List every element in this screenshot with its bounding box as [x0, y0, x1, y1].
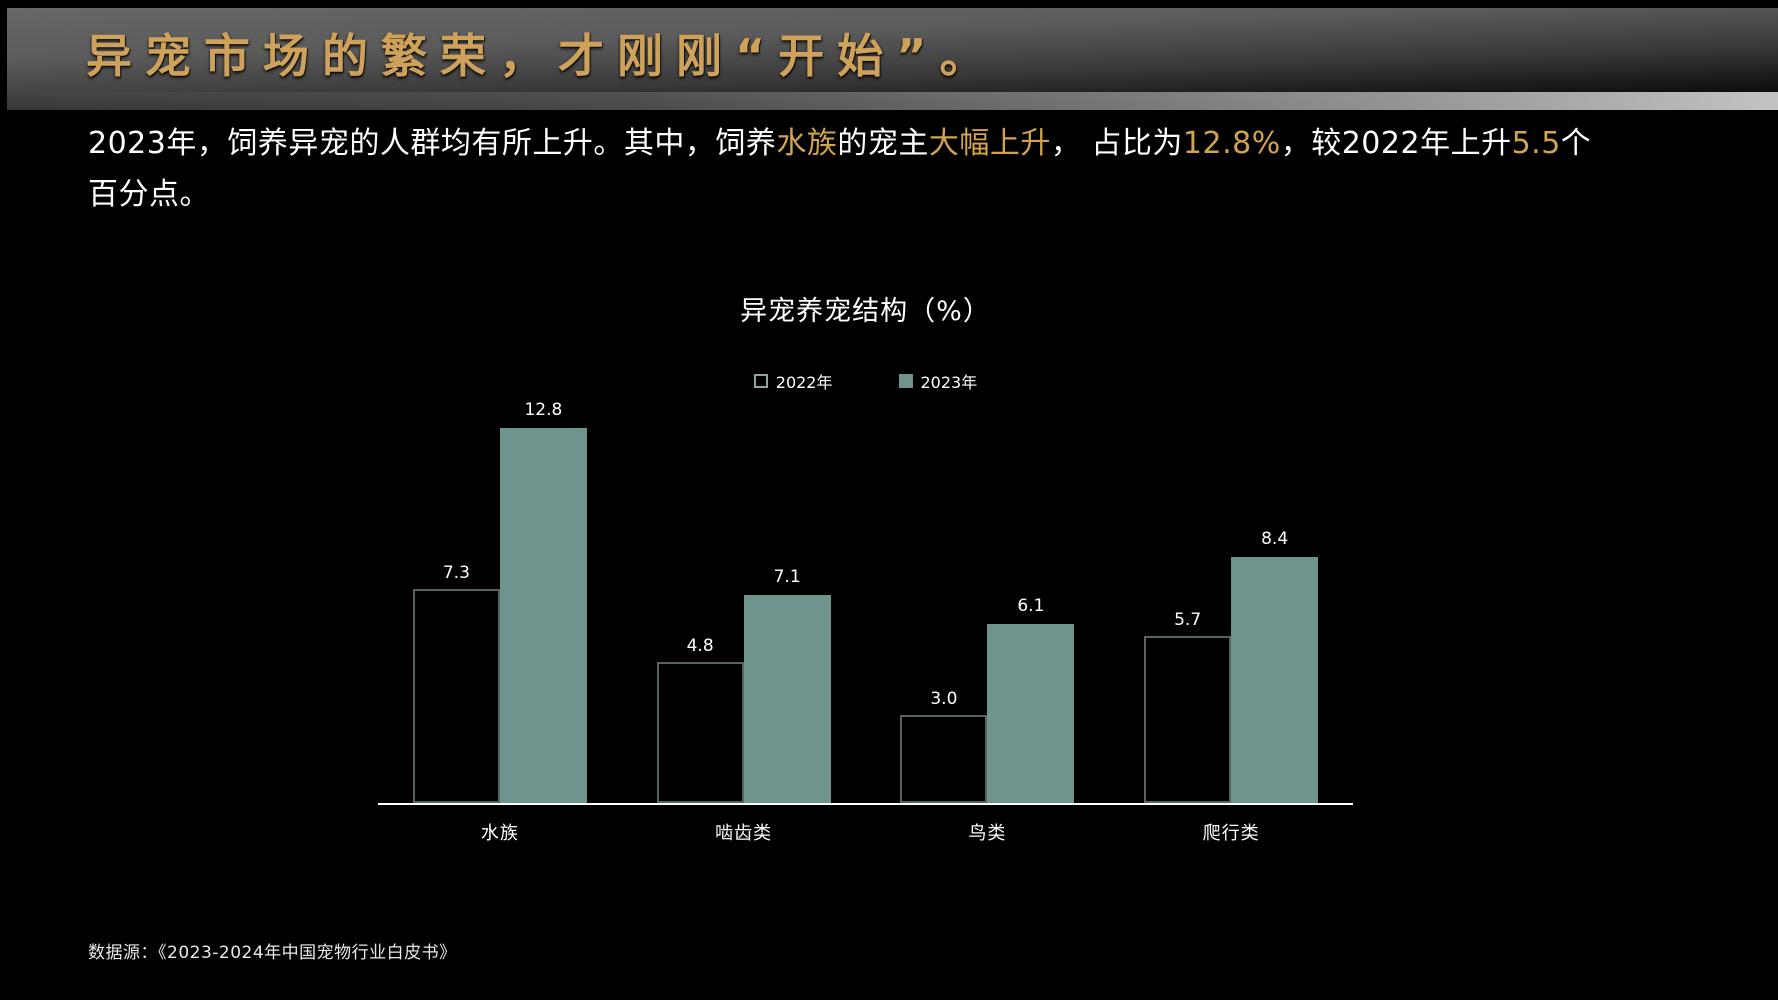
bar-value-label: 12.8 [524, 400, 563, 420]
header-banner: 异宠市场的繁荣，才刚刚“开始”。 [0, 0, 1778, 110]
intro-text: 个 [1560, 126, 1592, 161]
bar-group: 3.0 6.1 [866, 363, 1110, 803]
chart-title: 异宠养宠结构（%） [740, 296, 991, 327]
bar-value-label: 7.3 [442, 563, 470, 583]
bar-2022年-鸟类: 3.0 [900, 689, 988, 803]
page-title: 异宠市场的繁荣，才刚刚“开始”。 [86, 29, 999, 83]
bar-value-label: 4.8 [686, 636, 714, 656]
bar-group: 5.7 8.4 [1109, 363, 1353, 803]
intro-highlight-percent: 12.8% [1182, 126, 1281, 161]
intro-text: ， 占比为 [1050, 126, 1183, 161]
category-label: 爬行类 [1202, 823, 1260, 844]
intro-text: ，较2022年上升 [1280, 126, 1512, 161]
bar-2022年-爬行类: 5.7 [1144, 610, 1232, 803]
bar-group: 4.8 7.1 [622, 363, 866, 803]
legend-swatch-icon [898, 374, 913, 388]
intro-highlight-aquatic: 水族 [776, 126, 838, 161]
header-shine-strip [7, 92, 1778, 110]
intro-text: 的宠主 [837, 126, 929, 161]
chart-legend: 2022年 2023年 [378, 369, 1353, 393]
bar-chart: 异宠养宠结构（%） 2022年 2023年 7.3 12.8 4.8 7.1 3.0 6.1… [378, 283, 1353, 883]
bar-value-label: 6.1 [1017, 596, 1045, 616]
intro-paragraph: 2023年，饲养异宠的人群均有所上升。其中，饲养水族的宠主大幅上升， 占比为12… [88, 118, 1648, 220]
category-label: 鸟类 [968, 823, 1007, 844]
bar-2023年-爬行类: 8.4 [1231, 529, 1319, 803]
category-label: 水族 [480, 823, 519, 844]
legend-item: 2023年 [898, 369, 978, 393]
bar-plot: 7.3 12.8 4.8 7.1 3.0 6.1 5.7 8.4 [378, 363, 1353, 805]
intro-text: 2023年，饲养异宠的人群均有所上升。其中，饲养 [88, 126, 777, 161]
intro-text: 百分点。 [88, 177, 210, 212]
bar-2022年-啮齿类: 4.8 [656, 636, 744, 803]
intro-highlight-rise: 大幅上升 [928, 126, 1051, 161]
legend-item: 2022年 [753, 369, 833, 393]
bar-2023年-啮齿类: 7.1 [743, 567, 831, 803]
legend-label: 2023年 [920, 373, 978, 392]
category-axis: 水族 啮齿类 鸟类 爬行类 [378, 819, 1353, 845]
bar-2022年-水族: 7.3 [412, 563, 500, 803]
bar-2023年-水族: 12.8 [499, 400, 587, 803]
intro-highlight-delta: 5.5 [1511, 126, 1561, 161]
bar-value-label: 5.7 [1174, 610, 1202, 630]
legend-swatch-icon [753, 374, 768, 388]
legend-label: 2022年 [775, 373, 833, 392]
bar-value-label: 7.1 [773, 567, 801, 587]
source-note: 数据源：《2023-2024年中国宠物行业白皮书》 [88, 943, 457, 963]
category-label: 啮齿类 [715, 823, 773, 844]
bar-2023年-鸟类: 6.1 [987, 596, 1075, 803]
bar-value-label: 3.0 [930, 689, 958, 709]
bar-value-label: 8.4 [1261, 529, 1289, 549]
bar-group: 7.3 12.8 [378, 363, 622, 803]
